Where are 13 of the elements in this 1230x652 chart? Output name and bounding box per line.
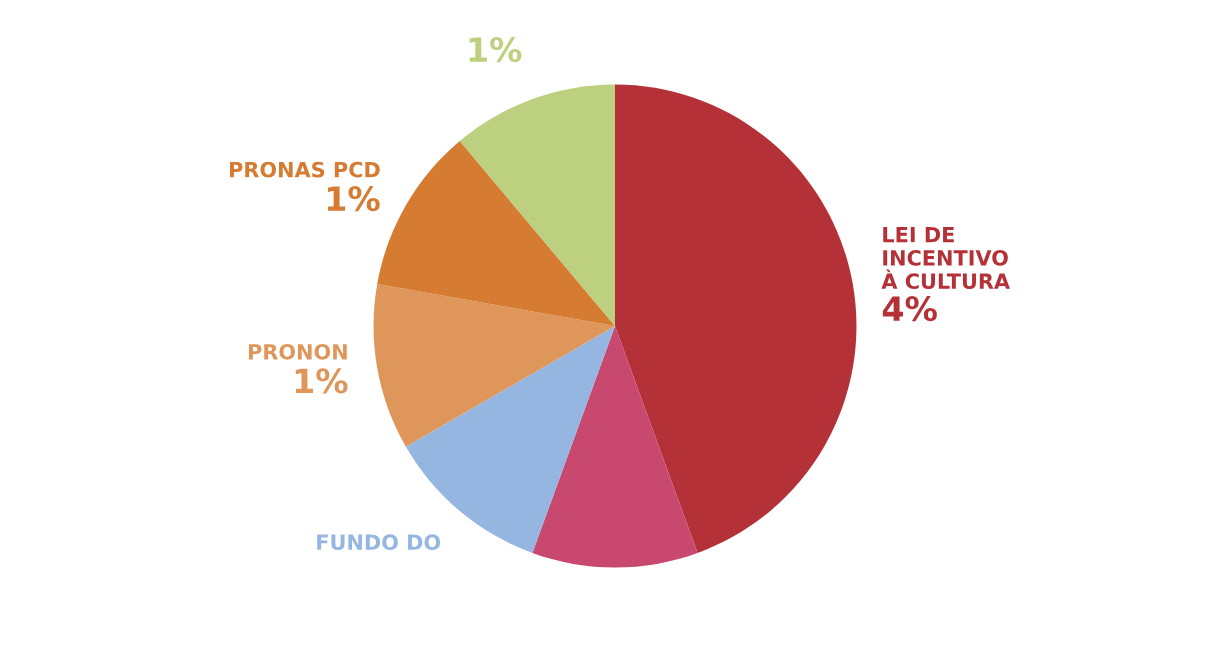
slice-label: LEI DE INCENTIVO À CULTURA (881, 226, 1010, 290)
data-label: 1% (327, 186, 380, 212)
pie-slice (459, 84, 615, 326)
pie-slice (615, 84, 857, 553)
slice-label: PRONON (248, 343, 347, 360)
pie-slice (405, 326, 615, 553)
slice-label: FUNDO DO (317, 534, 441, 551)
data-label: 1% (469, 36, 522, 63)
pie-slice (532, 326, 698, 568)
slice-label: PRONAS PCD (230, 161, 380, 178)
data-label: 1% (295, 368, 348, 394)
data-label: 4% (882, 296, 937, 322)
pie-slice (373, 284, 615, 447)
